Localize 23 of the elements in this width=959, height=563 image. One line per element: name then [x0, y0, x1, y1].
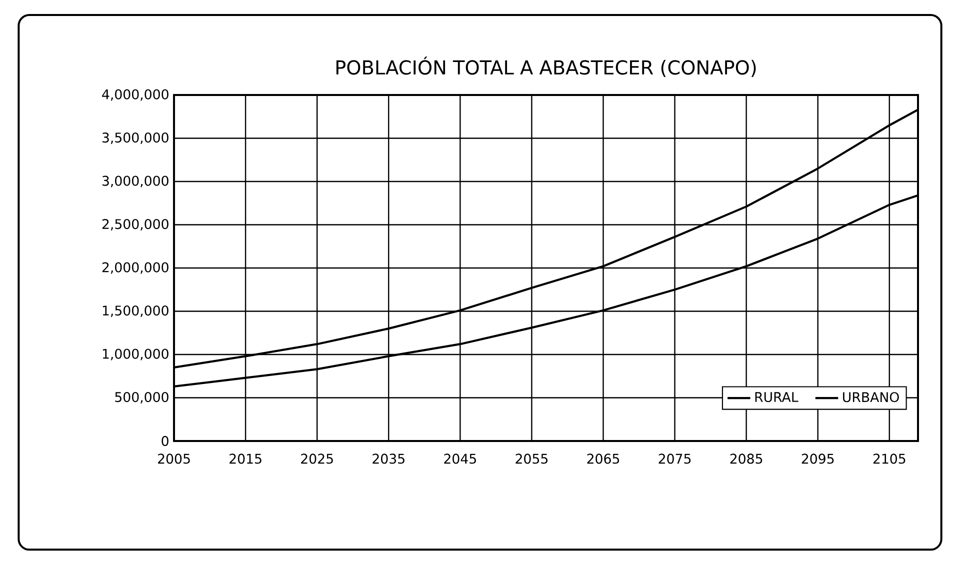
y-tick-label: 4,000,000: [102, 89, 168, 101]
x-tick-label: 2035: [372, 454, 404, 464]
x-tick-label: 2085: [730, 454, 762, 464]
x-tick-label: 2065: [587, 454, 620, 464]
legend-label: RURAL: [755, 392, 798, 402]
x-tick-label: 2025: [301, 454, 333, 464]
x-tick-label: 2105: [873, 454, 906, 464]
y-tick-label: 3,500,000: [102, 132, 168, 144]
y-tick-label: 1,500,000: [102, 306, 168, 317]
y-tick-label: 500,000: [115, 392, 168, 404]
x-tick-label: 2015: [230, 454, 262, 464]
x-tick-label: 2075: [658, 454, 691, 464]
chart-title: POBLACIÓN TOTAL A ABASTECER (CONAPO): [336, 56, 756, 77]
y-tick-label: 1,000,000: [102, 348, 168, 360]
legend-label: URBANO: [843, 392, 899, 402]
x-tick-label: 2055: [516, 454, 548, 464]
y-tick-label: 2,000,000: [102, 262, 168, 274]
x-tick-label: 2045: [444, 454, 476, 464]
x-tick-label: 2005: [158, 454, 190, 464]
y-tick-label: 3,000,000: [102, 176, 168, 188]
x-tick-label: 2095: [802, 454, 834, 464]
y-tick-label: 0: [162, 436, 168, 446]
y-tick-label: 2,500,000: [102, 219, 168, 230]
